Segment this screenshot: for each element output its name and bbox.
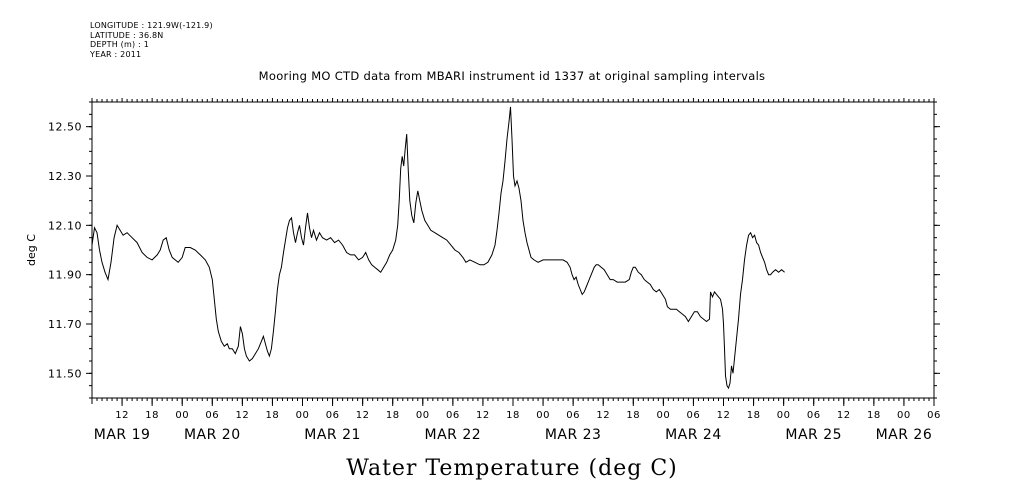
x-hour-label: 18 bbox=[867, 410, 881, 421]
depth-text: DEPTH (m) : 1 bbox=[90, 40, 149, 49]
x-day-label: MAR 22 bbox=[425, 427, 482, 443]
x-hour-label: 18 bbox=[506, 410, 520, 421]
x-hour-label: 18 bbox=[386, 410, 400, 421]
x-hour-label: 00 bbox=[656, 410, 670, 421]
x-hour-label: 06 bbox=[687, 410, 701, 421]
x-day-label: MAR 21 bbox=[304, 427, 361, 443]
y-tick-label: 11.50 bbox=[48, 367, 82, 380]
x-hour-label: 18 bbox=[747, 410, 761, 421]
x-hour-label: 12 bbox=[476, 410, 490, 421]
y-tick-label: 12.10 bbox=[48, 219, 82, 232]
x-hour-label: 06 bbox=[446, 410, 460, 421]
x-axis: 12 18 00 06 12 18 00 06 12 18 00 06 12 18 00 06 12 18 00 06… bbox=[91, 398, 941, 443]
y-tick-label: 12.50 bbox=[48, 121, 82, 134]
water-temperature-series-line bbox=[91, 106, 785, 390]
latitude-text: LATITUDE : 36.8N bbox=[90, 30, 164, 40]
y-tick-label: 12.30 bbox=[48, 170, 82, 183]
y-axis: 11.50 11.70 11.90 12.10 12.30 12.50 bbox=[48, 101, 940, 399]
x-hour-label: 00 bbox=[296, 410, 310, 421]
x-hour-label: 12 bbox=[596, 410, 610, 421]
x-hour-label: 18 bbox=[145, 410, 159, 421]
x-hour-label: 06 bbox=[566, 410, 580, 421]
x-hour-label: 00 bbox=[175, 410, 189, 421]
x-hour-label: 00 bbox=[416, 410, 430, 421]
x-day-label: MAR 23 bbox=[545, 427, 602, 443]
x-day-label: MAR 24 bbox=[665, 427, 722, 443]
x-hour-label: 00 bbox=[536, 410, 550, 421]
x-hour-label: 18 bbox=[626, 410, 640, 421]
x-hour-label: 06 bbox=[326, 410, 340, 421]
x-day-label: MAR 20 bbox=[184, 427, 241, 443]
x-hour-label: 00 bbox=[777, 410, 791, 421]
x-day-label: MAR 19 bbox=[94, 427, 151, 443]
plot-frame bbox=[91, 101, 935, 399]
x-hour-label: 06 bbox=[205, 410, 219, 421]
metadata-block: LONGITUDE : 121.9W(-121.9) LATITUDE : 36… bbox=[90, 21, 213, 59]
x-hour-label: 00 bbox=[897, 410, 911, 421]
x-hour-label: 06 bbox=[807, 410, 821, 421]
x-hour-label: 12 bbox=[356, 410, 370, 421]
x-hour-label: 12 bbox=[837, 410, 851, 421]
y-tick-label: 11.90 bbox=[48, 269, 82, 282]
longitude-text: LONGITUDE : 121.9W(-121.9) bbox=[90, 21, 213, 30]
x-hour-label: 12 bbox=[115, 410, 129, 421]
year-text: YEAR : 2011 bbox=[90, 49, 142, 59]
x-hour-label: 12 bbox=[235, 410, 249, 421]
y-axis-label: deg C bbox=[25, 234, 38, 266]
chart-title: Mooring MO CTD data from MBARI instrumen… bbox=[259, 69, 766, 83]
x-day-label: MAR 25 bbox=[785, 427, 842, 443]
x-axis-label: Water Temperature (deg C) bbox=[346, 456, 678, 481]
x-day-label: MAR 26 bbox=[876, 427, 933, 443]
x-hour-label: 12 bbox=[717, 410, 731, 421]
y-tick-label: 11.70 bbox=[48, 318, 82, 331]
x-hour-label: 06 bbox=[927, 410, 941, 421]
top-minor-ticks bbox=[91, 98, 935, 102]
x-hour-label: 18 bbox=[266, 410, 280, 421]
